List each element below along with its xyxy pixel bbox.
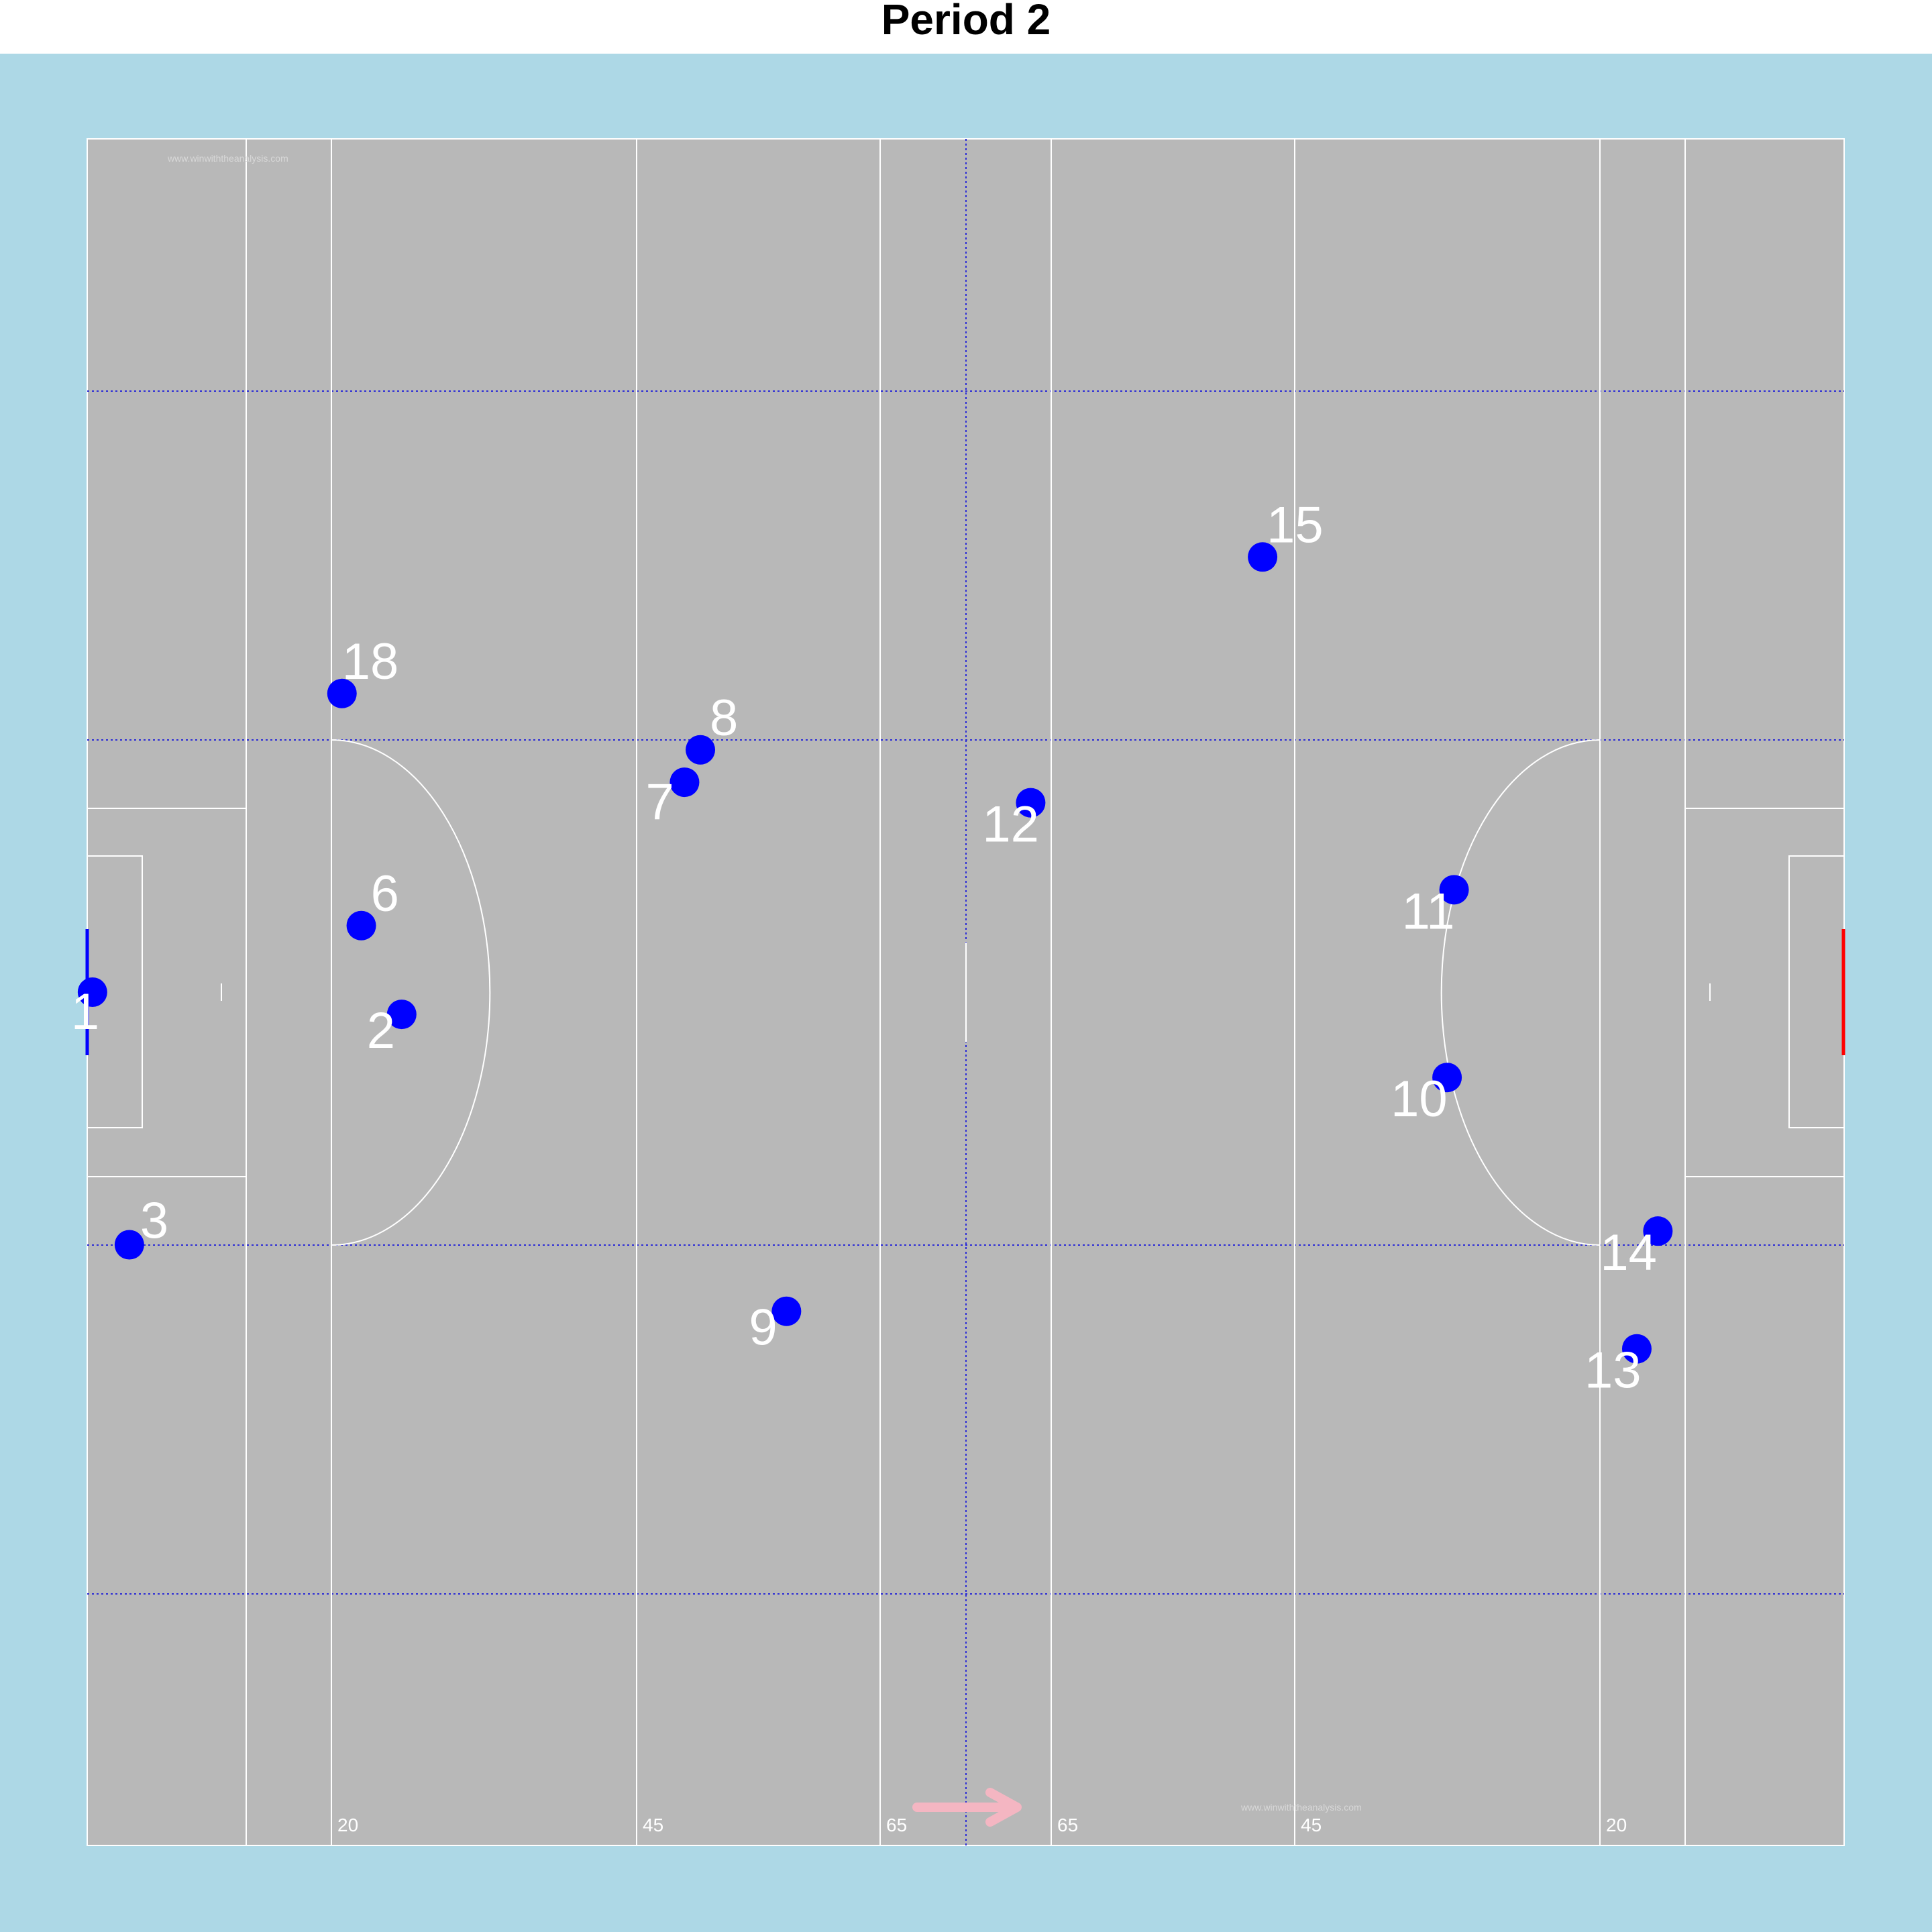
player-number-label: 18 [342,633,399,690]
player-number-label: 2 [367,1002,395,1059]
yard-label-20-left: 20 [337,1815,358,1835]
chart-title-bar: Period 2 [0,0,1932,54]
player-number-label: 3 [140,1193,168,1250]
player-marker: 2 [367,1000,417,1059]
player-dot [327,678,357,708]
player-number-label: 14 [1600,1224,1657,1281]
player-dot [1439,875,1469,905]
player-dot [1016,788,1046,818]
player-marker: 15 [1248,496,1324,572]
player-dot [686,735,716,765]
player-marker: 13 [1585,1334,1652,1399]
player-marker: 10 [1391,1063,1462,1128]
player-dot [346,910,376,941]
yard-label-65-right: 65 [1057,1815,1078,1835]
player-number-label: 7 [645,773,674,830]
player-dot [1432,1063,1462,1093]
player-number-label: 1 [71,983,99,1040]
arc-right [1440,739,1601,1246]
player-dot [1248,542,1278,572]
player-dot [771,1296,802,1326]
player-marker: 6 [346,865,399,941]
yard-label-20-right: 20 [1606,1815,1627,1835]
player-marker: 14 [1600,1216,1673,1281]
player-marker: 18 [327,633,399,708]
yard-label-65-left: 65 [886,1815,907,1835]
chart-title: Period 2 [881,0,1051,44]
player-number-label: 13 [1585,1342,1642,1399]
player-marker: 3 [114,1193,168,1260]
arc-left [331,739,491,1246]
player-dot [114,1230,144,1260]
watermark-bottom: www.winwiththeanalysis.com [1240,1802,1362,1813]
player-number-label: 9 [749,1299,777,1356]
yard-label-45-left: 45 [643,1815,663,1835]
player-number-label: 10 [1391,1071,1448,1128]
player-number-label: 6 [371,865,399,922]
player-marker: 9 [749,1296,802,1356]
player-marker: 7 [645,767,700,830]
player-dot [669,767,700,798]
player-marker: 11 [1402,875,1469,940]
yard-label-45-right: 45 [1301,1815,1322,1835]
player-marker: 12 [982,788,1046,853]
watermark-top: www.winwiththeanalysis.com [167,153,288,164]
player-dot [77,977,107,1007]
player-dot [1621,1334,1652,1364]
player-dot [1643,1216,1673,1246]
player-dot [386,1000,417,1030]
player-marker: 8 [686,690,738,765]
player-number-label: 15 [1267,496,1324,553]
player-number-label: 12 [982,796,1039,853]
player-number-label: 8 [710,690,738,747]
attack-direction-arrow-icon [912,1788,1022,1827]
player-marker: 1 [71,977,107,1040]
player-number-label: 11 [1402,883,1455,940]
